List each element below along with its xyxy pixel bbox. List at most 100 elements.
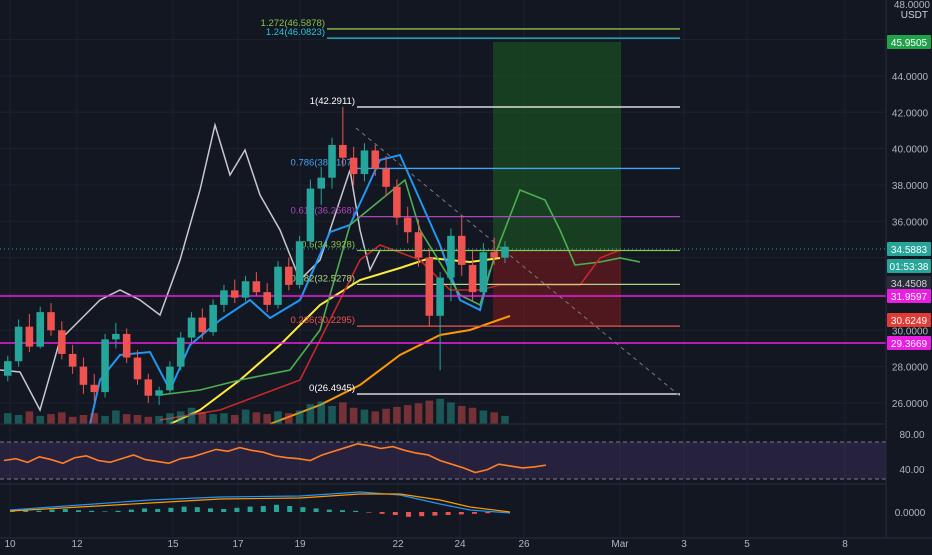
candle-body xyxy=(339,144,347,158)
macd-pane[interactable] xyxy=(9,491,511,517)
price-tick-label: 36.0000 xyxy=(892,217,929,228)
price-badge-bg xyxy=(887,242,931,256)
candle-body xyxy=(501,246,509,258)
candle-body xyxy=(274,266,282,305)
macd-histogram-bar xyxy=(36,510,42,512)
macd-histogram-bar xyxy=(247,506,253,512)
price-badge-text: 34.4508 xyxy=(891,279,928,290)
price-tick-label: 30.0000 xyxy=(892,326,929,337)
candle-body xyxy=(414,232,423,258)
volume-bar xyxy=(209,414,217,424)
macd-histogram-bar xyxy=(142,508,147,512)
candle-body xyxy=(176,337,185,367)
time-axis-label: 10 xyxy=(4,539,16,550)
time-axis-label: 19 xyxy=(294,539,306,550)
candle-body xyxy=(403,217,412,233)
volume-bar xyxy=(274,411,282,424)
volume-bar xyxy=(230,415,239,424)
candle-body xyxy=(436,277,444,316)
supertrend-blue xyxy=(89,153,491,425)
volume-bar xyxy=(133,415,142,424)
macd-histogram-bar xyxy=(234,507,240,512)
candle-body xyxy=(36,312,44,347)
macd-histogram-bar xyxy=(128,509,134,512)
macd-line xyxy=(9,491,511,514)
price-badge-bg xyxy=(887,276,931,290)
candle-body xyxy=(306,188,315,242)
trendline[interactable] xyxy=(355,127,681,397)
long-position-tool[interactable] xyxy=(493,42,621,326)
rsi-pane[interactable] xyxy=(0,441,886,480)
rsi-line xyxy=(3,443,547,474)
volume-bar xyxy=(112,410,120,424)
volume-bar xyxy=(101,415,109,424)
candle-body xyxy=(479,252,488,293)
rsi-band xyxy=(0,442,886,479)
fib-level-label: 0.5(34.3928) xyxy=(301,240,355,251)
fib-level-label: 0(26.4945) xyxy=(309,383,355,394)
macd-signal-line xyxy=(9,493,511,513)
long-position-loss-zone[interactable] xyxy=(493,251,621,326)
macd-histogram-bar xyxy=(392,512,398,515)
macd-histogram-bar xyxy=(62,509,68,512)
candle-body xyxy=(58,330,66,354)
macd-histogram-bar xyxy=(406,512,411,517)
candle-body xyxy=(425,257,434,316)
price-badge-text: 34.5883 xyxy=(891,245,928,256)
candle-body xyxy=(328,144,336,178)
fib-retracement-tool[interactable]: 1.272(46.5878)1.24(46.0823) 1(42.2911) 0.7… xyxy=(261,18,680,395)
price-tick-label: 28.0000 xyxy=(892,363,929,374)
volume-bar xyxy=(166,413,174,424)
time-axis[interactable]: 10 12 15 17 19 22 24 26 Mar 3 5 8 xyxy=(4,539,848,550)
volume-bar xyxy=(252,412,261,424)
time-axis-label: 22 xyxy=(392,539,404,550)
volume-bar xyxy=(58,412,66,424)
volume-bar xyxy=(241,409,250,424)
candle-body xyxy=(393,186,401,218)
candle-body xyxy=(263,292,271,305)
macd-histogram-bar xyxy=(274,504,279,512)
volume-bar xyxy=(468,407,477,424)
macd-tick-0: 0.0000 xyxy=(895,508,926,519)
long-position-profit-zone[interactable] xyxy=(493,42,621,251)
candle-body xyxy=(155,390,163,396)
price-badge-bg xyxy=(887,289,931,303)
candle-body xyxy=(133,357,142,380)
candle-body xyxy=(4,361,12,376)
fib-level-label: 0.382(32.5278) xyxy=(291,273,355,284)
volume-bar xyxy=(457,406,466,424)
time-axis-label: 5 xyxy=(744,539,750,550)
rsi-tick-80: 80.00 xyxy=(899,430,924,441)
price-badge-bg xyxy=(887,336,931,350)
candle-body xyxy=(14,326,23,362)
macd-histogram-bar xyxy=(181,506,187,512)
volume-bar xyxy=(371,411,380,424)
volume-bar xyxy=(317,401,326,424)
candle-body xyxy=(349,157,358,175)
volume-bar xyxy=(447,402,455,424)
price-badge-text: 30.6249 xyxy=(891,316,928,327)
time-axis-label: 17 xyxy=(232,539,244,550)
fib-level-label: 0.786(38.9107) xyxy=(291,157,355,168)
macd-histogram-bar xyxy=(300,507,306,512)
candle-body xyxy=(187,317,196,338)
fib-level-label: 1.24(46.0823) xyxy=(266,27,325,38)
candle-body xyxy=(447,235,455,278)
volume-bar xyxy=(295,410,304,424)
volume-bar xyxy=(263,414,271,424)
candle-body xyxy=(68,353,77,367)
price-badge-text: 45.9505 xyxy=(891,38,928,49)
quote-currency-label: USDT xyxy=(901,10,928,21)
price-badge-text: 31.9597 xyxy=(891,292,928,303)
volume-bar xyxy=(382,408,390,424)
price-scale-panel[interactable] xyxy=(886,0,932,550)
price-badge-bg xyxy=(887,259,931,273)
volume-bar xyxy=(4,413,12,424)
candle-body xyxy=(457,235,466,265)
price-tick-top: 48.0000 xyxy=(894,0,931,11)
macd-histogram-bar xyxy=(260,506,266,512)
time-axis-label: 8 xyxy=(842,539,848,550)
